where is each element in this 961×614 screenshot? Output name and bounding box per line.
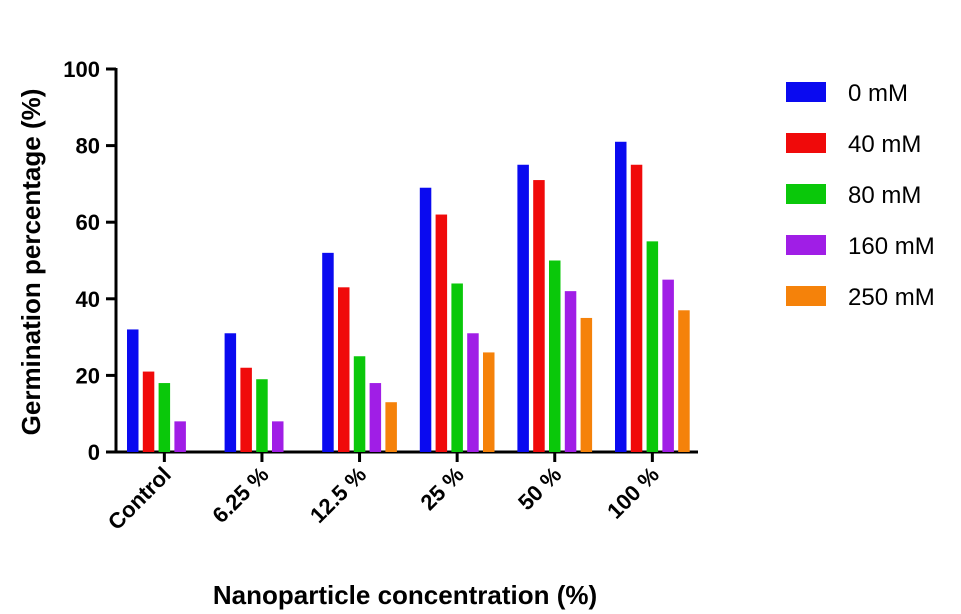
bar-Control-40mM <box>142 371 155 452</box>
bar-100-160mM <box>662 279 674 452</box>
bar-125-0mM <box>322 252 334 452</box>
bar-125-40mM <box>338 287 350 452</box>
legend-label: 80 mM <box>848 182 921 209</box>
y-tick-label: 20 <box>76 363 100 388</box>
bar-125-160mM <box>369 383 382 452</box>
bar-625-0mM <box>224 333 237 452</box>
bar-25-80mM <box>451 283 463 452</box>
x-tick-label: 50 % <box>513 462 566 515</box>
bar-125-80mM <box>353 356 366 452</box>
y-tick-label: 0 <box>88 440 100 465</box>
legend-swatch-250mM <box>786 286 826 306</box>
x-tick-label: 25 % <box>416 462 469 515</box>
bar-50-40mM <box>533 180 545 452</box>
bar-50-250mM <box>580 317 593 452</box>
bar-625-160mM <box>272 421 284 452</box>
bar-25-0mM <box>419 187 432 453</box>
x-axis-title: Nanoparticle concentration (%) <box>213 580 597 610</box>
bar-Control-0mM <box>127 329 139 452</box>
legend-label: 160 mM <box>848 233 935 260</box>
y-tick-label: 100 <box>63 57 100 82</box>
legend-swatch-40mM <box>786 133 826 153</box>
y-tick-label: 80 <box>76 134 100 159</box>
bar-50-80mM <box>549 260 561 452</box>
legend: 0 mM 40 mM 80 mM 160 mM 250 mM <box>786 80 935 311</box>
bar-125-250mM <box>385 402 397 452</box>
legend-label: 0 mM <box>848 80 908 107</box>
legend-label: 40 mM <box>848 131 921 158</box>
x-tick-label: 100 % <box>602 462 664 524</box>
plot-area: 0 20 40 60 80 100 Control 6.25 % 12.5 % 25 % 50 % 1… <box>63 57 698 535</box>
y-tick-label: 40 <box>76 287 100 312</box>
x-tick-label: 6.25 % <box>207 462 273 528</box>
legend-swatch-80mM <box>786 184 826 204</box>
bar-100-0mM <box>615 141 627 452</box>
bar-Control-80mM <box>158 383 171 452</box>
bar-25-40mM <box>435 214 448 452</box>
y-tick-label: 60 <box>76 210 100 235</box>
bar-100-250mM <box>678 310 690 452</box>
x-tick-label: Control <box>103 462 176 535</box>
bar-25-250mM <box>483 352 495 452</box>
y-axis-title: Germination percentage (%) <box>16 89 46 436</box>
legend-swatch-160mM <box>786 235 826 255</box>
bar-25-160mM <box>467 333 479 452</box>
bar-50-0mM <box>517 164 529 452</box>
bar-625-40mM <box>240 367 252 452</box>
x-tick-label: 12.5 % <box>305 462 371 528</box>
bar-Control-160mM <box>174 421 186 452</box>
bar-625-80mM <box>256 379 268 452</box>
bar-100-80mM <box>646 241 659 452</box>
bar-50-160mM <box>564 291 577 452</box>
legend-label: 250 mM <box>848 284 935 311</box>
legend-swatch-0mM <box>786 82 826 102</box>
bar-100-40mM <box>630 164 643 452</box>
